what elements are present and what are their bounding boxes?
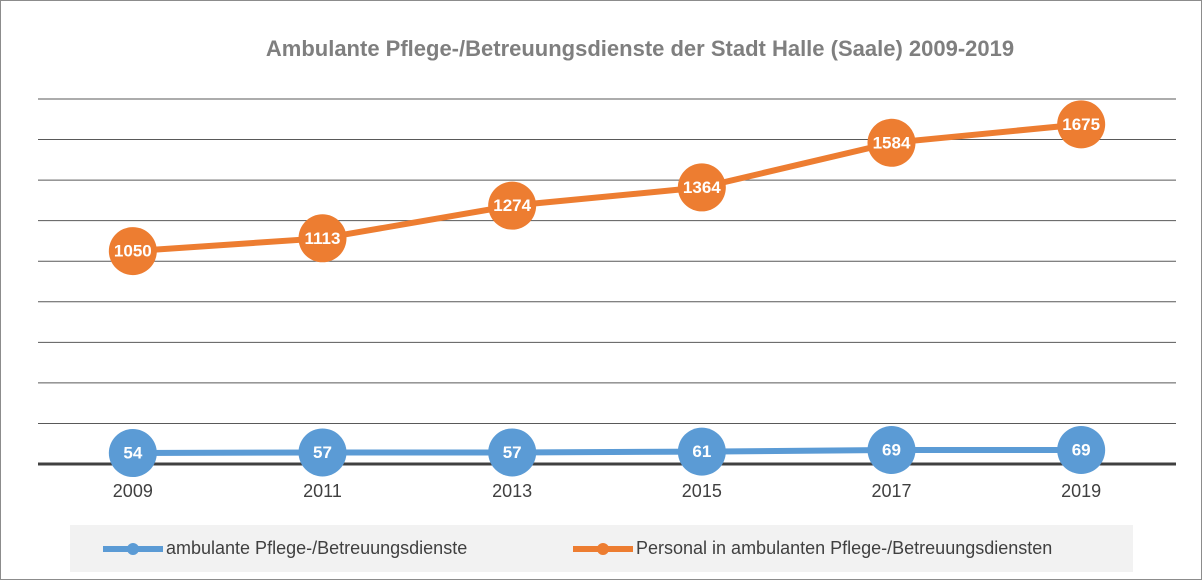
- legend-marker: [127, 543, 139, 555]
- data-label: 61: [692, 442, 711, 461]
- x-tick-label: 2015: [682, 481, 722, 501]
- chart-title: Ambulante Pflege-/Betreuungsdienste der …: [266, 36, 1014, 61]
- marker: [108, 227, 157, 276]
- data-label: 1274: [493, 196, 531, 215]
- marker: [488, 428, 537, 477]
- marker: [1057, 426, 1106, 475]
- data-label: 1050: [114, 242, 152, 261]
- data-label: 69: [882, 440, 901, 459]
- marker: [867, 118, 916, 167]
- marker: [298, 428, 347, 477]
- legend-marker: [597, 543, 609, 555]
- series-line: [132, 447, 1082, 457]
- series-line: [132, 121, 1082, 255]
- marker: [488, 181, 537, 230]
- marker: [867, 426, 916, 475]
- data-label: 54: [123, 444, 142, 463]
- legend-label: Personal in ambulanten Pflege-/Betreuung…: [636, 538, 1052, 558]
- x-tick-label: 2011: [303, 481, 342, 501]
- data-label: 1584: [873, 133, 911, 152]
- marker: [677, 163, 726, 212]
- data-label: 1364: [683, 178, 721, 197]
- data-label: 69: [1072, 440, 1091, 459]
- marker: [108, 429, 157, 478]
- data-label: 1113: [305, 229, 341, 248]
- x-tick-label: 2009: [113, 481, 153, 501]
- data-label: 57: [313, 443, 332, 462]
- marker: [677, 427, 726, 476]
- legend-label: ambulante Pflege-/Betreuungsdienste: [166, 538, 467, 558]
- x-tick-label: 2017: [871, 481, 911, 501]
- marker: [1057, 100, 1106, 149]
- data-label: 1675: [1062, 115, 1100, 134]
- x-tick-label: 2013: [492, 481, 532, 501]
- data-label: 57: [503, 443, 522, 462]
- x-tick-label: 2019: [1061, 481, 1101, 501]
- marker: [298, 214, 347, 263]
